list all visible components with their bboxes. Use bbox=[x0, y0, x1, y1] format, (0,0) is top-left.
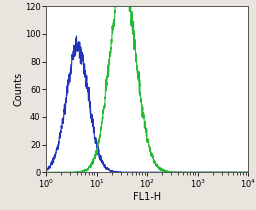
X-axis label: FL1-H: FL1-H bbox=[133, 192, 161, 202]
Y-axis label: Counts: Counts bbox=[13, 72, 23, 106]
